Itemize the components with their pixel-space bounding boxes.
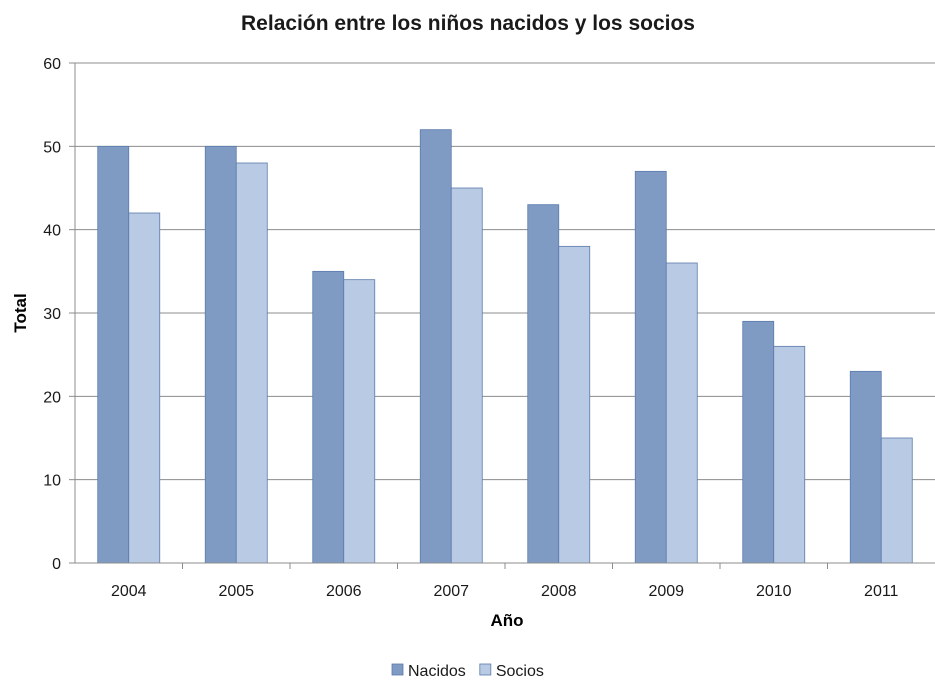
tick-labels: 0 10 20 30 40 50 60 2004 2005 2006 2007 2008 2009 201… [43, 56, 898, 600]
bar-nacidos-2007 [419, 129, 452, 564]
bar-nacidos-2010 [742, 320, 775, 564]
bar-nacidos-2009 [634, 170, 667, 564]
bar-socios-2009 [665, 262, 698, 564]
bar-socios-2008 [558, 245, 591, 564]
bar-nacidos-2011 [849, 370, 882, 564]
chart-title: Relación entre los niños nacidos y los s… [241, 12, 695, 35]
axes [69, 62, 935, 569]
bar-nacidos-2006 [312, 270, 345, 564]
legend-label-nacidos: Nacidos [408, 663, 466, 680]
bar-nacidos-2004 [97, 145, 130, 564]
x-tick-label: 2010 [756, 583, 792, 600]
x-tick-label: 2011 [864, 583, 899, 600]
bar-socios-2010 [773, 345, 806, 564]
y-tick-label: 40 [43, 223, 61, 240]
bar-nacidos-2005 [204, 145, 237, 564]
bars [97, 129, 913, 564]
y-tick-label: 20 [43, 389, 61, 406]
x-tick-label: 2007 [433, 583, 469, 600]
x-tick-label: 2004 [111, 583, 147, 600]
x-tick-label: 2005 [218, 583, 254, 600]
x-tick-label: 2009 [648, 583, 684, 600]
y-tick-label: 50 [43, 139, 61, 156]
y-tick-label: 10 [43, 473, 61, 490]
legend-label-socios: Socios [496, 663, 544, 680]
y-tick-label: 60 [43, 56, 61, 73]
bar-socios-2007 [450, 187, 483, 564]
bar-socios-2004 [128, 212, 161, 564]
bar-socios-2006 [343, 279, 376, 564]
gridlines [75, 62, 935, 481]
bar-nacidos-2008 [527, 204, 560, 564]
y-tick-label: 0 [52, 556, 61, 573]
y-axis-label: Total [11, 293, 30, 332]
x-tick-label: 2008 [541, 583, 577, 600]
legend: Nacidos Socios [391, 663, 544, 680]
x-tick-label: 2006 [326, 583, 362, 600]
y-tick-label: 30 [43, 306, 61, 323]
legend-swatch-socios [479, 663, 492, 676]
bar-socios-2011 [880, 437, 913, 564]
x-axis-label: Año [490, 611, 523, 630]
legend-swatch-nacidos [391, 663, 404, 676]
bar-socios-2005 [235, 162, 268, 564]
